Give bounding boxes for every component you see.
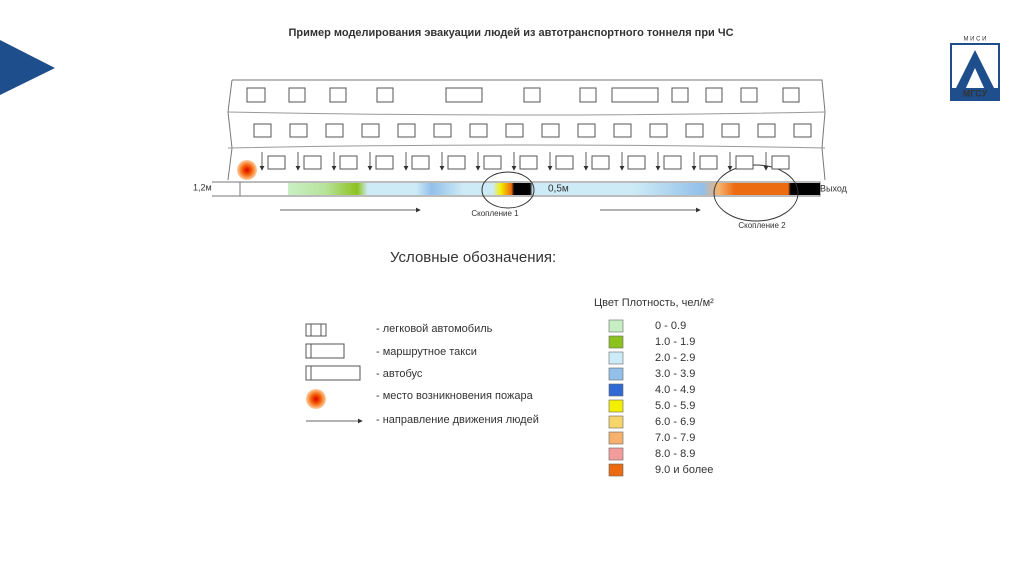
- cluster-label: Скопление 1: [471, 209, 519, 218]
- density-swatch: [608, 335, 624, 349]
- density-swatch: [608, 447, 624, 461]
- vehicle: [577, 123, 596, 138]
- vehicle: [541, 123, 560, 138]
- vehicle: [591, 155, 610, 170]
- slide-title: Пример моделирования эвакуации людей из …: [288, 27, 733, 39]
- density-label: 0 - 0.9: [655, 320, 686, 332]
- vehicle: [361, 123, 380, 138]
- vehicle: [721, 123, 740, 138]
- vehicle: [740, 87, 758, 103]
- density-label: 4.0 - 4.9: [655, 384, 695, 396]
- vehicle: [735, 155, 754, 170]
- gap-label: 0,5м: [548, 184, 569, 195]
- vehicle: [519, 155, 538, 170]
- vehicle: [685, 123, 704, 138]
- density-label: 9.0 и более: [655, 464, 713, 476]
- vehicle: [411, 155, 430, 170]
- vehicle: [469, 123, 488, 138]
- vehicle: [329, 87, 347, 103]
- vehicle: [782, 87, 800, 103]
- vehicle: [288, 87, 306, 103]
- vehicle: [246, 87, 266, 103]
- vehicle: [611, 87, 659, 103]
- symbol-label: - место возникновения пожара: [376, 390, 534, 402]
- density-swatch: [608, 399, 624, 413]
- density-swatch: [608, 463, 624, 477]
- vehicle: [267, 155, 286, 170]
- vehicle: [375, 155, 394, 170]
- cluster-label: Скопление 2: [738, 221, 786, 230]
- density-label: 8.0 - 8.9: [655, 448, 695, 460]
- vehicle: [663, 155, 682, 170]
- vehicle: [433, 123, 452, 138]
- vehicle: [523, 87, 541, 103]
- vehicle: [303, 155, 322, 170]
- logo-top: М И С И: [964, 37, 987, 43]
- density-label: 7.0 - 7.9: [655, 432, 695, 444]
- vehicle: [771, 155, 790, 170]
- vehicle: [397, 123, 416, 138]
- density-swatch: [608, 319, 624, 333]
- nav-triangle[interactable]: [0, 40, 55, 95]
- vehicle: [699, 155, 718, 170]
- density-label: 3.0 - 3.9: [655, 368, 695, 380]
- vehicle: [339, 155, 358, 170]
- vehicle: [376, 87, 394, 103]
- vehicle: [505, 123, 524, 138]
- vehicle: [627, 155, 646, 170]
- density-swatch: [608, 351, 624, 365]
- vehicle: [671, 87, 689, 103]
- density-label: 2.0 - 2.9: [655, 352, 695, 364]
- vehicle: [253, 123, 272, 138]
- width-label: 1,2м: [193, 182, 212, 192]
- vehicle: [447, 155, 466, 170]
- density-label: 5.0 - 5.9: [655, 400, 695, 412]
- symbol-label: - направление движения людей: [376, 414, 539, 426]
- density-swatch: [608, 431, 624, 445]
- symbol-label: - маршрутное такси: [376, 346, 477, 358]
- density-label: 6.0 - 6.9: [655, 416, 695, 428]
- exit-label: Выход: [820, 183, 848, 193]
- vehicle: [705, 87, 723, 103]
- symbol-label: - легковой автомобиль: [376, 323, 493, 335]
- density-label: 1.0 - 1.9: [655, 336, 695, 348]
- vehicle: [613, 123, 632, 138]
- vehicle: [555, 155, 574, 170]
- symbol-label: - автобус: [376, 368, 423, 380]
- tunnel-diagram: 1,2м 0,5м Выход Скопление 1 Скопление 2: [193, 79, 848, 230]
- density-swatch: [608, 367, 624, 381]
- vehicle: [579, 87, 597, 103]
- logo-text: МГСУ: [963, 88, 988, 98]
- vehicle: [793, 123, 812, 138]
- symbol-legend: [305, 323, 363, 424]
- vehicle: [289, 123, 308, 138]
- vehicle: [649, 123, 668, 138]
- vehicle: [325, 123, 344, 138]
- density-swatch: [608, 415, 624, 429]
- legend-title: Условные обозначения:: [390, 249, 556, 266]
- vehicle: [483, 155, 502, 170]
- logo: М И С И МГСУ: [950, 37, 1000, 101]
- vehicle: [445, 87, 483, 103]
- density-header: Цвет Плотность, чел/м²: [594, 297, 714, 309]
- density-swatch: [608, 383, 624, 397]
- vehicle: [757, 123, 776, 138]
